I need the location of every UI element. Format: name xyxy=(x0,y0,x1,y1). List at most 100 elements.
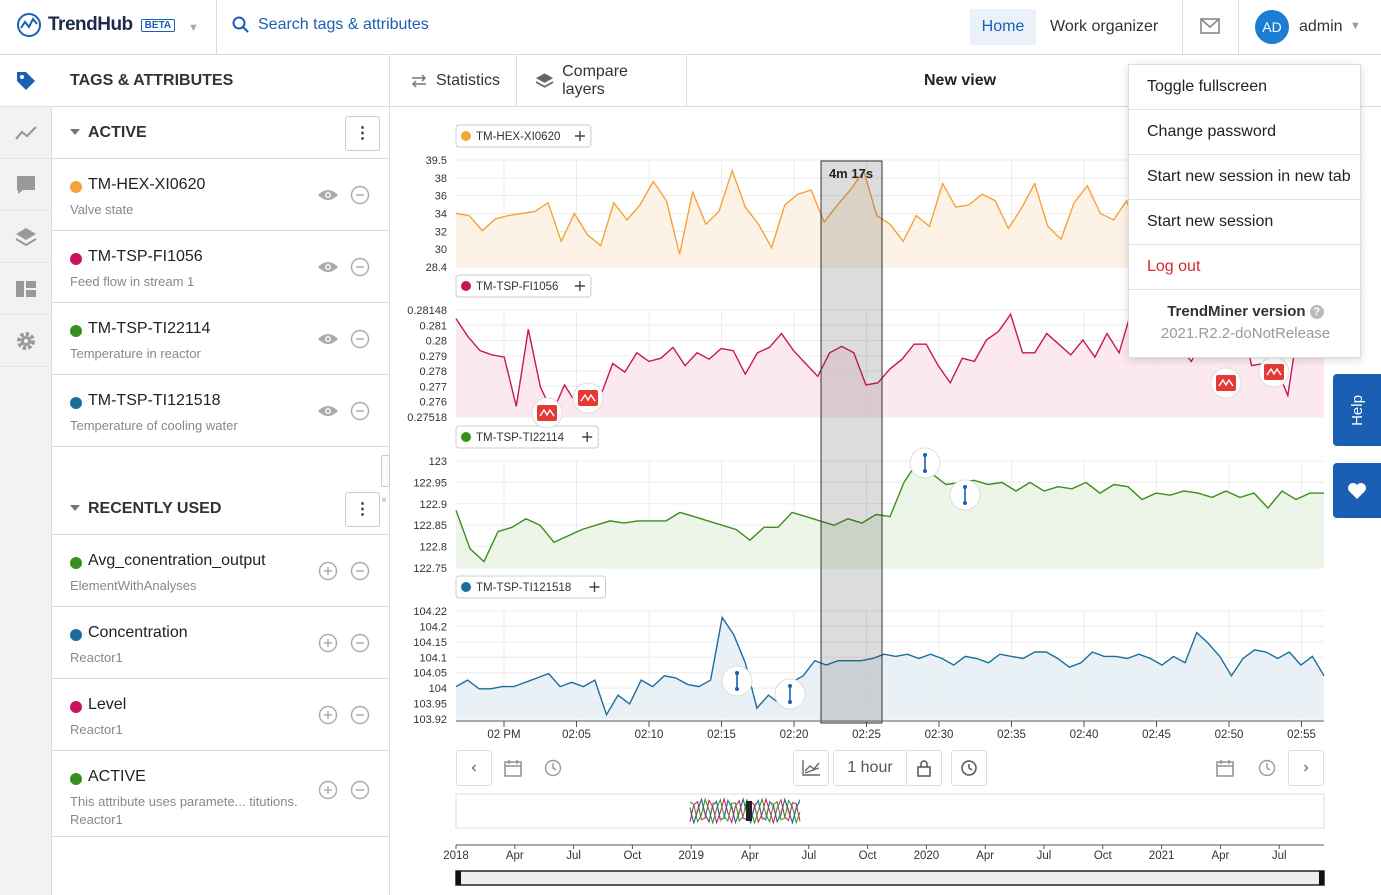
tag-description: Temperature of cooling water xyxy=(70,418,238,433)
add-circle-icon[interactable] xyxy=(317,779,339,801)
warning-marker-icon[interactable] xyxy=(1258,356,1290,388)
menu-new-session-tab[interactable]: Start new session in new tab xyxy=(1129,155,1362,200)
remove-circle-icon[interactable] xyxy=(349,328,371,350)
tag-row[interactable]: TM-TSP-TI22114 Temperature in reactor xyxy=(52,303,390,375)
tag-name: TM-HEX-XI0620 xyxy=(88,176,206,193)
clock-icon[interactable] xyxy=(1249,750,1285,786)
tag-chip[interactable]: TM-HEX-XI0620 xyxy=(455,124,592,148)
statistics-button[interactable]: Statistics xyxy=(390,55,517,107)
search-bar[interactable]: Search tags & attributes xyxy=(232,16,429,34)
overview-trace xyxy=(689,797,801,825)
move-icon xyxy=(574,281,585,291)
section-active[interactable]: ACTIVE ⋮ xyxy=(52,107,390,159)
drag-handle-icon[interactable] xyxy=(381,455,390,487)
user-name[interactable]: admin xyxy=(1299,18,1343,35)
view-title[interactable]: New view xyxy=(924,72,997,89)
section-title: ACTIVE xyxy=(88,123,147,141)
marker-glyph xyxy=(539,408,555,417)
more-options-icon[interactable]: ⋮ xyxy=(345,116,380,151)
chevron-down-icon[interactable]: ▼ xyxy=(188,22,199,34)
tag-row[interactable]: Avg_conentration_output ElementWithAnalys… xyxy=(52,535,390,607)
heart-icon[interactable] xyxy=(1333,463,1381,518)
event-marker-icon[interactable] xyxy=(721,665,753,697)
trend-icon[interactable] xyxy=(0,107,52,159)
gear-icon[interactable] xyxy=(0,315,52,367)
nav-home[interactable]: Home xyxy=(970,9,1036,45)
compare-layers-button[interactable]: Compare layers xyxy=(517,55,687,107)
tag-row[interactable]: TM-HEX-XI0620 Valve state xyxy=(52,159,390,231)
remove-circle-icon[interactable] xyxy=(349,779,371,801)
menu-new-session[interactable]: Start new session xyxy=(1129,200,1362,245)
remove-circle-icon[interactable] xyxy=(349,704,371,726)
nav-work-organizer[interactable]: Work organizer xyxy=(1050,18,1159,35)
mail-icon[interactable] xyxy=(1200,18,1220,39)
divider xyxy=(216,0,217,55)
tag-description: Reactor1 xyxy=(70,650,123,665)
user-menu: Toggle fullscreen Change password Start … xyxy=(1128,64,1362,358)
overview-scrollbar[interactable] xyxy=(455,870,1325,886)
eye-icon[interactable] xyxy=(317,256,339,278)
period-selector[interactable]: 1 hour xyxy=(833,750,907,786)
eye-icon[interactable] xyxy=(317,184,339,206)
chevron-down-icon[interactable]: ▼ xyxy=(1350,20,1361,32)
menu-log-out[interactable]: Log out xyxy=(1129,245,1362,290)
calendar-icon[interactable] xyxy=(496,750,530,786)
y-tick-label: 104.22 xyxy=(413,606,447,618)
calendar-icon[interactable] xyxy=(1208,750,1242,786)
remove-circle-icon[interactable] xyxy=(349,560,371,582)
event-marker-icon[interactable] xyxy=(774,678,806,710)
prev-period-button[interactable]: ‹ xyxy=(456,750,492,786)
remove-circle-icon[interactable] xyxy=(349,400,371,422)
y-tick-label: 0.281 xyxy=(419,320,447,332)
history-icon[interactable] xyxy=(951,750,987,786)
dashboard-icon[interactable] xyxy=(0,263,52,315)
collapse-triangle-icon[interactable] xyxy=(70,505,80,511)
remove-circle-icon[interactable] xyxy=(349,256,371,278)
tag-icon[interactable] xyxy=(0,55,52,107)
tag-chip[interactable]: TM-TSP-FI1056 xyxy=(455,274,592,298)
more-options-icon[interactable]: ⋮ xyxy=(345,492,380,527)
x-tick-label: 02:45 xyxy=(1142,729,1171,741)
menu-toggle-fullscreen[interactable]: Toggle fullscreen xyxy=(1129,65,1362,110)
add-circle-icon[interactable] xyxy=(317,632,339,654)
help-button[interactable]: Help xyxy=(1333,374,1381,446)
menu-change-password[interactable]: Change password xyxy=(1129,110,1362,155)
tag-row[interactable]: ACTIVE This attribute uses paramete... ti… xyxy=(52,751,390,837)
lock-icon[interactable] xyxy=(906,750,942,786)
time-selection[interactable]: 4m 17s xyxy=(820,160,883,724)
event-marker-icon[interactable] xyxy=(909,447,941,479)
chart-scale-icon[interactable] xyxy=(793,750,829,786)
tag-chip[interactable]: TM-TSP-TI22114 xyxy=(455,425,599,449)
eye-icon[interactable] xyxy=(317,400,339,422)
avatar[interactable]: AD xyxy=(1255,10,1289,44)
warning-marker-icon[interactable] xyxy=(1210,367,1242,399)
tag-row[interactable]: Concentration Reactor1 xyxy=(52,607,390,679)
remove-circle-icon[interactable] xyxy=(349,184,371,206)
help-circle-icon[interactable]: ? xyxy=(1309,305,1324,319)
add-circle-icon[interactable] xyxy=(317,560,339,582)
section-recently-used[interactable]: RECENTLY USED ⋮ xyxy=(52,483,390,535)
tag-row[interactable]: TM-TSP-FI1056 Feed flow in stream 1 xyxy=(52,231,390,303)
remove-circle-icon[interactable] xyxy=(349,632,371,654)
tag-color-dot xyxy=(70,397,82,409)
warning-marker-icon[interactable] xyxy=(531,397,563,429)
trend-chart[interactable]: 39.5 38 36 34 32 30 28.4 TM-HEX-XI0620 0.28148 0.… xyxy=(390,107,1381,895)
eye-icon[interactable] xyxy=(317,328,339,350)
next-period-button[interactable]: › xyxy=(1288,750,1324,786)
warning-marker-icon[interactable] xyxy=(572,382,604,414)
layers-icon[interactable] xyxy=(0,211,52,263)
event-marker-icon[interactable] xyxy=(949,479,981,511)
clock-icon[interactable] xyxy=(535,750,571,786)
tag-chip-label: TM-TSP-TI121518 xyxy=(476,582,571,594)
comment-icon[interactable] xyxy=(0,159,52,211)
tag-row[interactable]: TM-TSP-TI121518 Temperature of cooling wa… xyxy=(52,375,390,447)
tag-chip[interactable]: TM-TSP-TI121518 xyxy=(455,575,606,599)
marker-glyph xyxy=(1216,375,1236,391)
app-logo[interactable]: TrendHub BETA xyxy=(16,12,176,38)
search-placeholder[interactable]: Search tags & attributes xyxy=(258,16,429,33)
collapse-triangle-icon[interactable] xyxy=(70,129,80,135)
add-circle-icon[interactable] xyxy=(317,704,339,726)
close-icon[interactable]: × xyxy=(381,495,387,506)
tag-row[interactable]: Level Reactor1 xyxy=(52,679,390,751)
marker-glyph xyxy=(578,390,598,406)
